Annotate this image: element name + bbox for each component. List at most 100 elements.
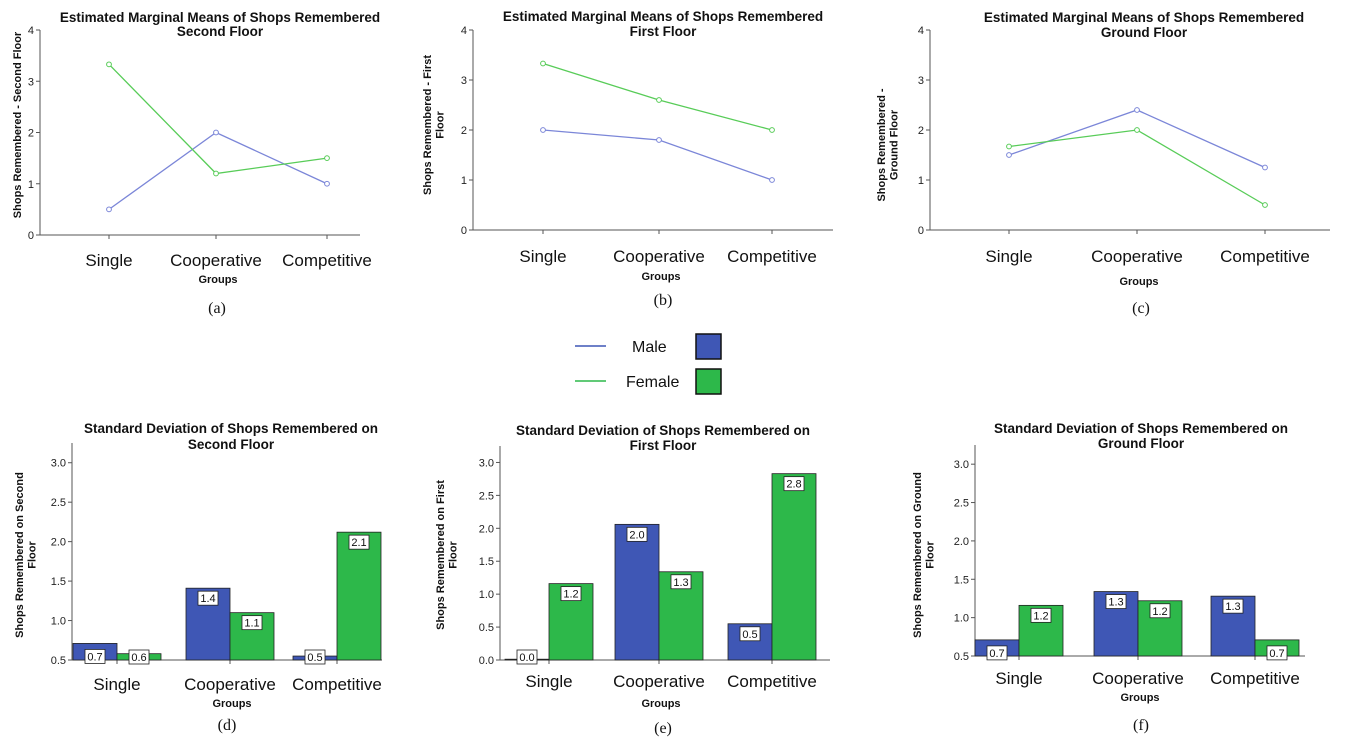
- x-tick-label-f: Competitive: [1210, 669, 1300, 688]
- y-tick-label-e: 2.5: [479, 490, 494, 502]
- x-tick-label-e: Single: [525, 672, 572, 691]
- y-axis-title-b: Shops Remembered - FirstFloor: [422, 55, 447, 195]
- data-label-box-f: [1105, 594, 1127, 609]
- chart-title-f-line-2: Ground Floor: [1098, 436, 1185, 451]
- y-tick-label-a: 1: [28, 179, 34, 191]
- data-point-male-b: [540, 127, 546, 133]
- y-tick-label-b: 1: [461, 175, 467, 187]
- x-tick-label-e: Cooperative: [613, 672, 705, 691]
- data-label-e: 0.5: [742, 629, 757, 641]
- data-label-box-d: [128, 649, 150, 665]
- data-label-f: 0.7: [989, 648, 1004, 660]
- bar-female-d: [336, 531, 382, 661]
- y-axis-title-line: Shops Remembered on Ground: [912, 472, 924, 638]
- y-tick-label-c: 3: [918, 75, 924, 87]
- y-tick-label-f: 1.5: [954, 574, 969, 586]
- y-tick-label-f: 2.0: [954, 536, 969, 548]
- y-tick-label-f: 1.0: [954, 613, 969, 625]
- y-tick-label-d: 2.5: [51, 497, 66, 509]
- data-label-e: 2.8: [786, 479, 801, 491]
- data-label-box-f: [1266, 645, 1288, 661]
- y-tick-label-b: 3: [461, 75, 467, 87]
- chart-title-e-line-2: First Floor: [630, 438, 697, 453]
- data-point-male-b: [769, 177, 775, 183]
- caption-e: (e): [654, 720, 672, 737]
- y-axis-title-line: Ground Floor: [889, 109, 901, 180]
- data-label-box-d: [241, 615, 263, 631]
- data-label-box-e: [670, 574, 692, 590]
- y-tick-label-c: 1: [918, 175, 924, 187]
- chart-title-b-line-2: First Floor: [630, 24, 697, 39]
- legend-female-label: Female: [626, 374, 679, 391]
- y-tick-label-c: 4: [918, 25, 924, 37]
- x-tick-label-c: Cooperative: [1091, 247, 1183, 266]
- chart-title-c-line-2: Ground Floor: [1101, 25, 1188, 40]
- chart-title-c-line-1: Estimated Marginal Means of Shops Rememb…: [984, 10, 1304, 25]
- legend-male-label: Male: [632, 339, 667, 356]
- y-tick-label-e: 0.0: [479, 655, 494, 667]
- x-tick-label-a: Competitive: [282, 251, 372, 270]
- x-axis-title-d: Groups: [212, 698, 251, 710]
- data-label-box-d: [197, 590, 219, 606]
- data-label-e: 1.3: [673, 577, 688, 589]
- y-tick-label-c: 2: [918, 125, 924, 137]
- x-tick-label-a: Single: [85, 251, 132, 270]
- x-tick-label-b: Competitive: [727, 247, 817, 266]
- y-tick-label-d: 3.0: [51, 458, 66, 470]
- data-label-d: 0.7: [87, 651, 102, 663]
- y-tick-label-b: 2: [461, 125, 467, 137]
- data-label-e: 2.0: [629, 529, 644, 541]
- x-tick-label-f: Single: [995, 669, 1042, 688]
- data-label-e: 0.0: [519, 652, 534, 664]
- y-tick-label-a: 3: [28, 76, 34, 88]
- data-label-d: 0.5: [307, 652, 322, 664]
- y-tick-label-b: 4: [461, 25, 467, 37]
- data-label-box-e: [560, 586, 582, 602]
- legend-female-swatch: [695, 368, 722, 395]
- y-tick-label-e: 2.0: [479, 523, 494, 535]
- caption-c: (c): [1132, 300, 1150, 317]
- y-tick-label-e: 1.0: [479, 589, 494, 601]
- chart-panel-d: Standard Deviation of Shops Remembered o…: [14, 421, 382, 734]
- chart-title-f-line-1: Standard Deviation of Shops Remembered o…: [994, 421, 1288, 436]
- data-point-female-b: [656, 97, 662, 103]
- y-tick-label-f: 2.5: [954, 498, 969, 510]
- x-tick-label-a: Cooperative: [170, 251, 262, 270]
- data-point-male-c: [1262, 164, 1268, 171]
- data-label-d: 1.1: [244, 618, 259, 630]
- data-label-box-e: [783, 476, 805, 492]
- x-tick-label-c: Single: [985, 247, 1032, 266]
- data-point-female-a: [213, 170, 219, 177]
- y-axis-title-line: Floor: [925, 541, 937, 569]
- y-tick-label-a: 4: [28, 25, 34, 37]
- chart-panel-a: Estimated Marginal Means of Shops Rememb…: [12, 10, 380, 317]
- data-point-female-b: [540, 60, 546, 67]
- data-point-female-c: [1134, 127, 1140, 133]
- data-point-female-a: [324, 155, 330, 162]
- y-axis-title-e: Shops Remembered on FirstFloor: [435, 480, 460, 630]
- caption-b: (b): [654, 292, 673, 309]
- data-label-f: 1.3: [1225, 601, 1240, 613]
- x-axis-title-b: Groups: [641, 271, 680, 283]
- data-label-d: 2.1: [351, 537, 366, 549]
- data-label-box-d: [304, 649, 326, 665]
- y-tick-label-e: 3.0: [479, 457, 494, 469]
- chart-title-e-line-1: Standard Deviation of Shops Remembered o…: [516, 423, 810, 438]
- x-tick-label-b: Single: [519, 247, 566, 266]
- bar-female-e: [771, 473, 817, 661]
- series-line-male-b: [542, 129, 773, 181]
- y-tick-label-a: 0: [28, 230, 34, 242]
- data-label-box-f: [1149, 603, 1171, 619]
- x-tick-label-d: Cooperative: [184, 675, 276, 694]
- data-label-f: 1.3: [1108, 597, 1123, 609]
- data-point-male-a: [106, 206, 112, 213]
- data-point-female-c: [1006, 143, 1012, 150]
- legend-male-swatch: [695, 333, 722, 360]
- y-tick-label-e: 0.5: [479, 622, 494, 634]
- data-label-box-e: [626, 526, 648, 542]
- y-axis-title-line: Shops Remembered - Second Floor: [12, 31, 24, 218]
- y-tick-label-d: 0.5: [51, 655, 66, 667]
- data-label-box-d: [348, 534, 370, 550]
- series-line-female-a: [108, 63, 328, 175]
